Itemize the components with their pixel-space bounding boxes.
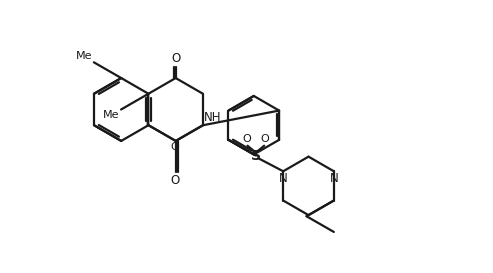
Text: O: O [261,134,270,144]
Text: S: S [251,149,261,162]
Text: O: O [170,174,179,187]
Text: Me: Me [76,51,92,61]
Text: Me: Me [103,111,120,120]
Text: N: N [279,172,287,185]
Text: O: O [242,134,251,144]
Text: O: O [171,52,180,65]
Text: O: O [171,142,179,152]
Text: NH: NH [204,111,222,124]
Text: N: N [329,172,338,185]
